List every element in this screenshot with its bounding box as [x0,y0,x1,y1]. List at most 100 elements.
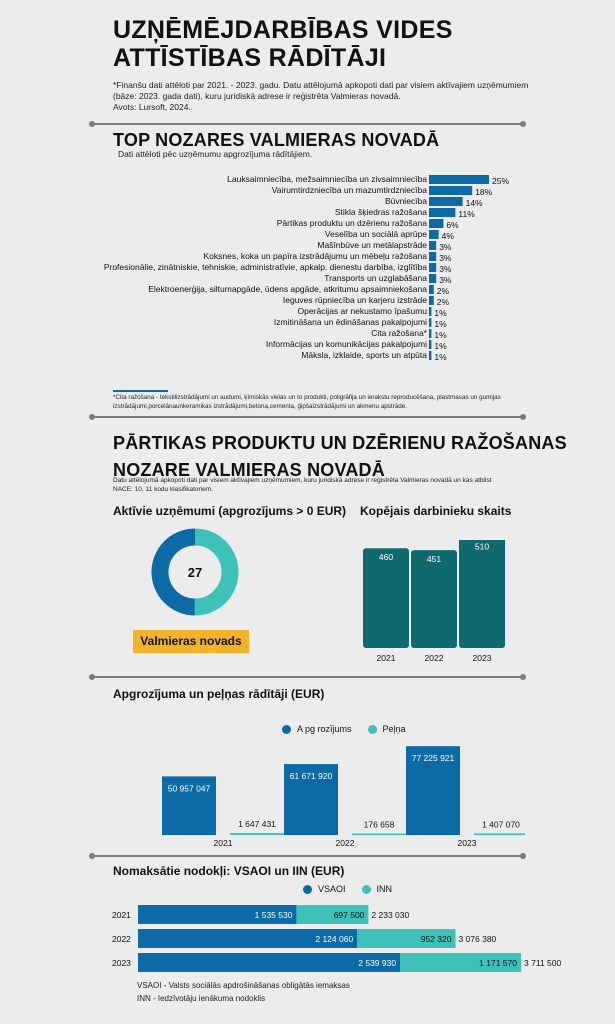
sector-bar [429,285,434,294]
food-section-title-line2: NOZARE VALMIERAS NOVADĀ [113,460,385,480]
employee-bar [411,550,457,648]
divider-1 [92,123,524,125]
sector-category-label: Profesionālie, zinātniskie, tehniskie, a… [104,262,427,272]
footnote-accent-line [113,390,168,392]
sector-bar [429,274,437,283]
employee-bar [459,540,505,648]
taxes-chart: 2021 1 535 530 697 500 2 233 030 2022 2 124 0… [112,905,561,972]
divider-2 [92,416,524,418]
sector-value-label: 14% [466,198,483,208]
tax-year-label: 2022 [112,934,131,944]
revenue-value-label: 77 225 921 [412,753,455,763]
food-section-title-line1: PĀRTIKAS PRODUKTU UN DZĒRIENU RAŽOŠANAS [113,433,567,453]
taxes-note-line2: INN - Iedzīvotāju ienākuma nodoklis [137,994,266,1003]
sector-category-label: Informācijas un komunikācijas pakalpojum… [266,339,427,349]
active-companies-donut: 27 [151,528,239,616]
sector-value-label: 2% [437,286,450,296]
taxes-note: VSAOI - Valsts sociālās apdrošināšanas o… [137,979,350,1005]
sector-bar [429,208,456,217]
top-sectors-subtitle: Dati attēloti pēc uzņēmumu apgrozījuma r… [118,149,313,159]
revenue-chart: 50 957 047 1 647 431 2021 61 671 920 176 658… [162,746,525,848]
inn-value-label: 697 500 [334,910,365,920]
sector-category-label: Vairumtirdzniecība un mazumtirdzniecība [272,185,428,195]
profit-bar [352,833,406,835]
sector-value-label: 6% [446,220,459,230]
inn-bar [357,929,456,948]
vsaoi-value-label: 2 124 060 [315,934,353,944]
sector-category-label: Māksla, izklaide, sports un atpūta [301,350,427,360]
legend-revenue-swatch [282,724,291,734]
header-note: *Finanšu dati attēloti par 2021. - 2023.… [113,80,603,113]
sector-value-label: 1% [434,341,447,351]
employee-value-label: 460 [379,552,393,562]
sector-category-label: Veselība un sociālā aprūpe [325,229,427,239]
sector-value-label: 1% [434,352,447,362]
revenue-value-label: 61 671 920 [290,771,333,781]
active-companies-title: Aktīvie uzņēmumi (apgrozījums > 0 EUR) [113,504,347,518]
employee-bar [363,548,409,648]
legend-profit-label: Peļņa [382,724,406,734]
top-sectors-footnote-line2: izstrādājumi,porcelānaunkeramikas izstrā… [113,403,408,410]
sector-category-label: Cita ražošana* [371,328,427,338]
top-sectors-title: TOP NOZARES VALMIERAS NOVADĀ [113,130,440,150]
sector-bar [429,197,463,206]
taxes-legend: VSAOI INN [303,884,392,894]
revenue-year-label: 2022 [336,838,355,848]
region-badge: Valmieras novads [133,630,249,653]
divider-4 [92,855,524,857]
legend-profit-swatch [367,724,377,734]
sector-category-label: Koksnes, koka un papīra izstrādājumu un … [204,251,428,261]
revenue-bar [162,776,216,835]
revenue-bar [284,764,338,835]
divider-2-dot-left [89,413,95,420]
employees-chart: 460 2021 451 2022 510 2023 [363,540,505,663]
sector-value-label: 11% [458,209,475,219]
divider-4-dot-right [520,852,526,859]
food-section-note-line2: NACE: 10, 11 kodu klasifikatoriem. [113,486,213,493]
employee-value-label: 451 [427,554,441,564]
taxes-title: Nomaksātie nodokļi: VSAOI un IIN (EUR) [113,864,345,878]
sector-bar [429,329,432,338]
legend-revenue-label: A pg rozījums [297,724,352,734]
employee-value-label: 510 [475,541,489,551]
sector-value-label: 18% [475,187,492,197]
profit-value-label: 176 658 [364,820,395,830]
sector-bar [429,351,432,360]
sector-value-label: 1% [434,330,447,340]
tax-total-label: 3 076 380 [458,934,496,944]
legend-inn-swatch [361,884,371,894]
donut-segment [151,528,239,616]
legend-inn-label: INN [376,884,393,894]
inn-bar [400,953,521,972]
profit-value-label: 1 407 070 [482,819,520,829]
employee-year-label: 2022 [425,653,444,663]
sector-value-label: 3% [439,242,452,252]
vsaoi-value-label: 2 539 930 [358,958,396,968]
sector-value-label: 4% [442,231,455,241]
divider-3 [92,676,524,678]
inn-value-label: 1 171 570 [479,958,517,968]
divider-3-dot-right [520,673,526,680]
header-note-line1: *Finanšu dati attēloti par 2021. - 2023.… [113,80,529,90]
header-note-line2: (bāze: 2023. gada dati), kuru juridiskā … [113,91,401,101]
food-section-note-line1: Datu attēlojumā apkopoti dati par visiem… [113,477,492,484]
food-section-title: PĀRTIKAS PRODUKTU UN DZĒRIENU RAŽOŠANAS … [113,430,567,484]
sector-value-label: 2% [437,297,450,307]
sector-value-label: 3% [439,253,452,263]
sector-bar [429,318,432,327]
sector-category-label: Lauksaimniecība, mežsaimniecība un zivsa… [227,174,427,184]
taxes-note-line1: VSAOI - Valsts sociālās apdrošināšanas o… [137,981,350,990]
page-title-line1: UZŅĒMĒJDARBĪBAS VIDES [113,16,453,44]
sector-value-label: 1% [434,319,447,329]
sector-bar [429,241,437,250]
tax-total-label: 3 711 500 [524,958,561,968]
sector-value-label: 3% [439,275,452,285]
food-section-note: Datu attēlojumā apkopoti dati par visiem… [113,476,603,494]
employees-title: Kopējais darbinieku skaits [360,504,512,518]
legend-vsaoi-label: VSAOI [318,884,346,894]
top-sectors-footnote: *Cita ražošana - tekstilizstrādājumi un … [113,393,603,411]
sector-bar [429,340,432,349]
sector-value-label: 3% [439,264,452,274]
divider-4-dot-left [89,852,95,859]
top-sectors-chart: Lauksaimniecība, mežsaimniecība un zivsa… [104,174,510,362]
